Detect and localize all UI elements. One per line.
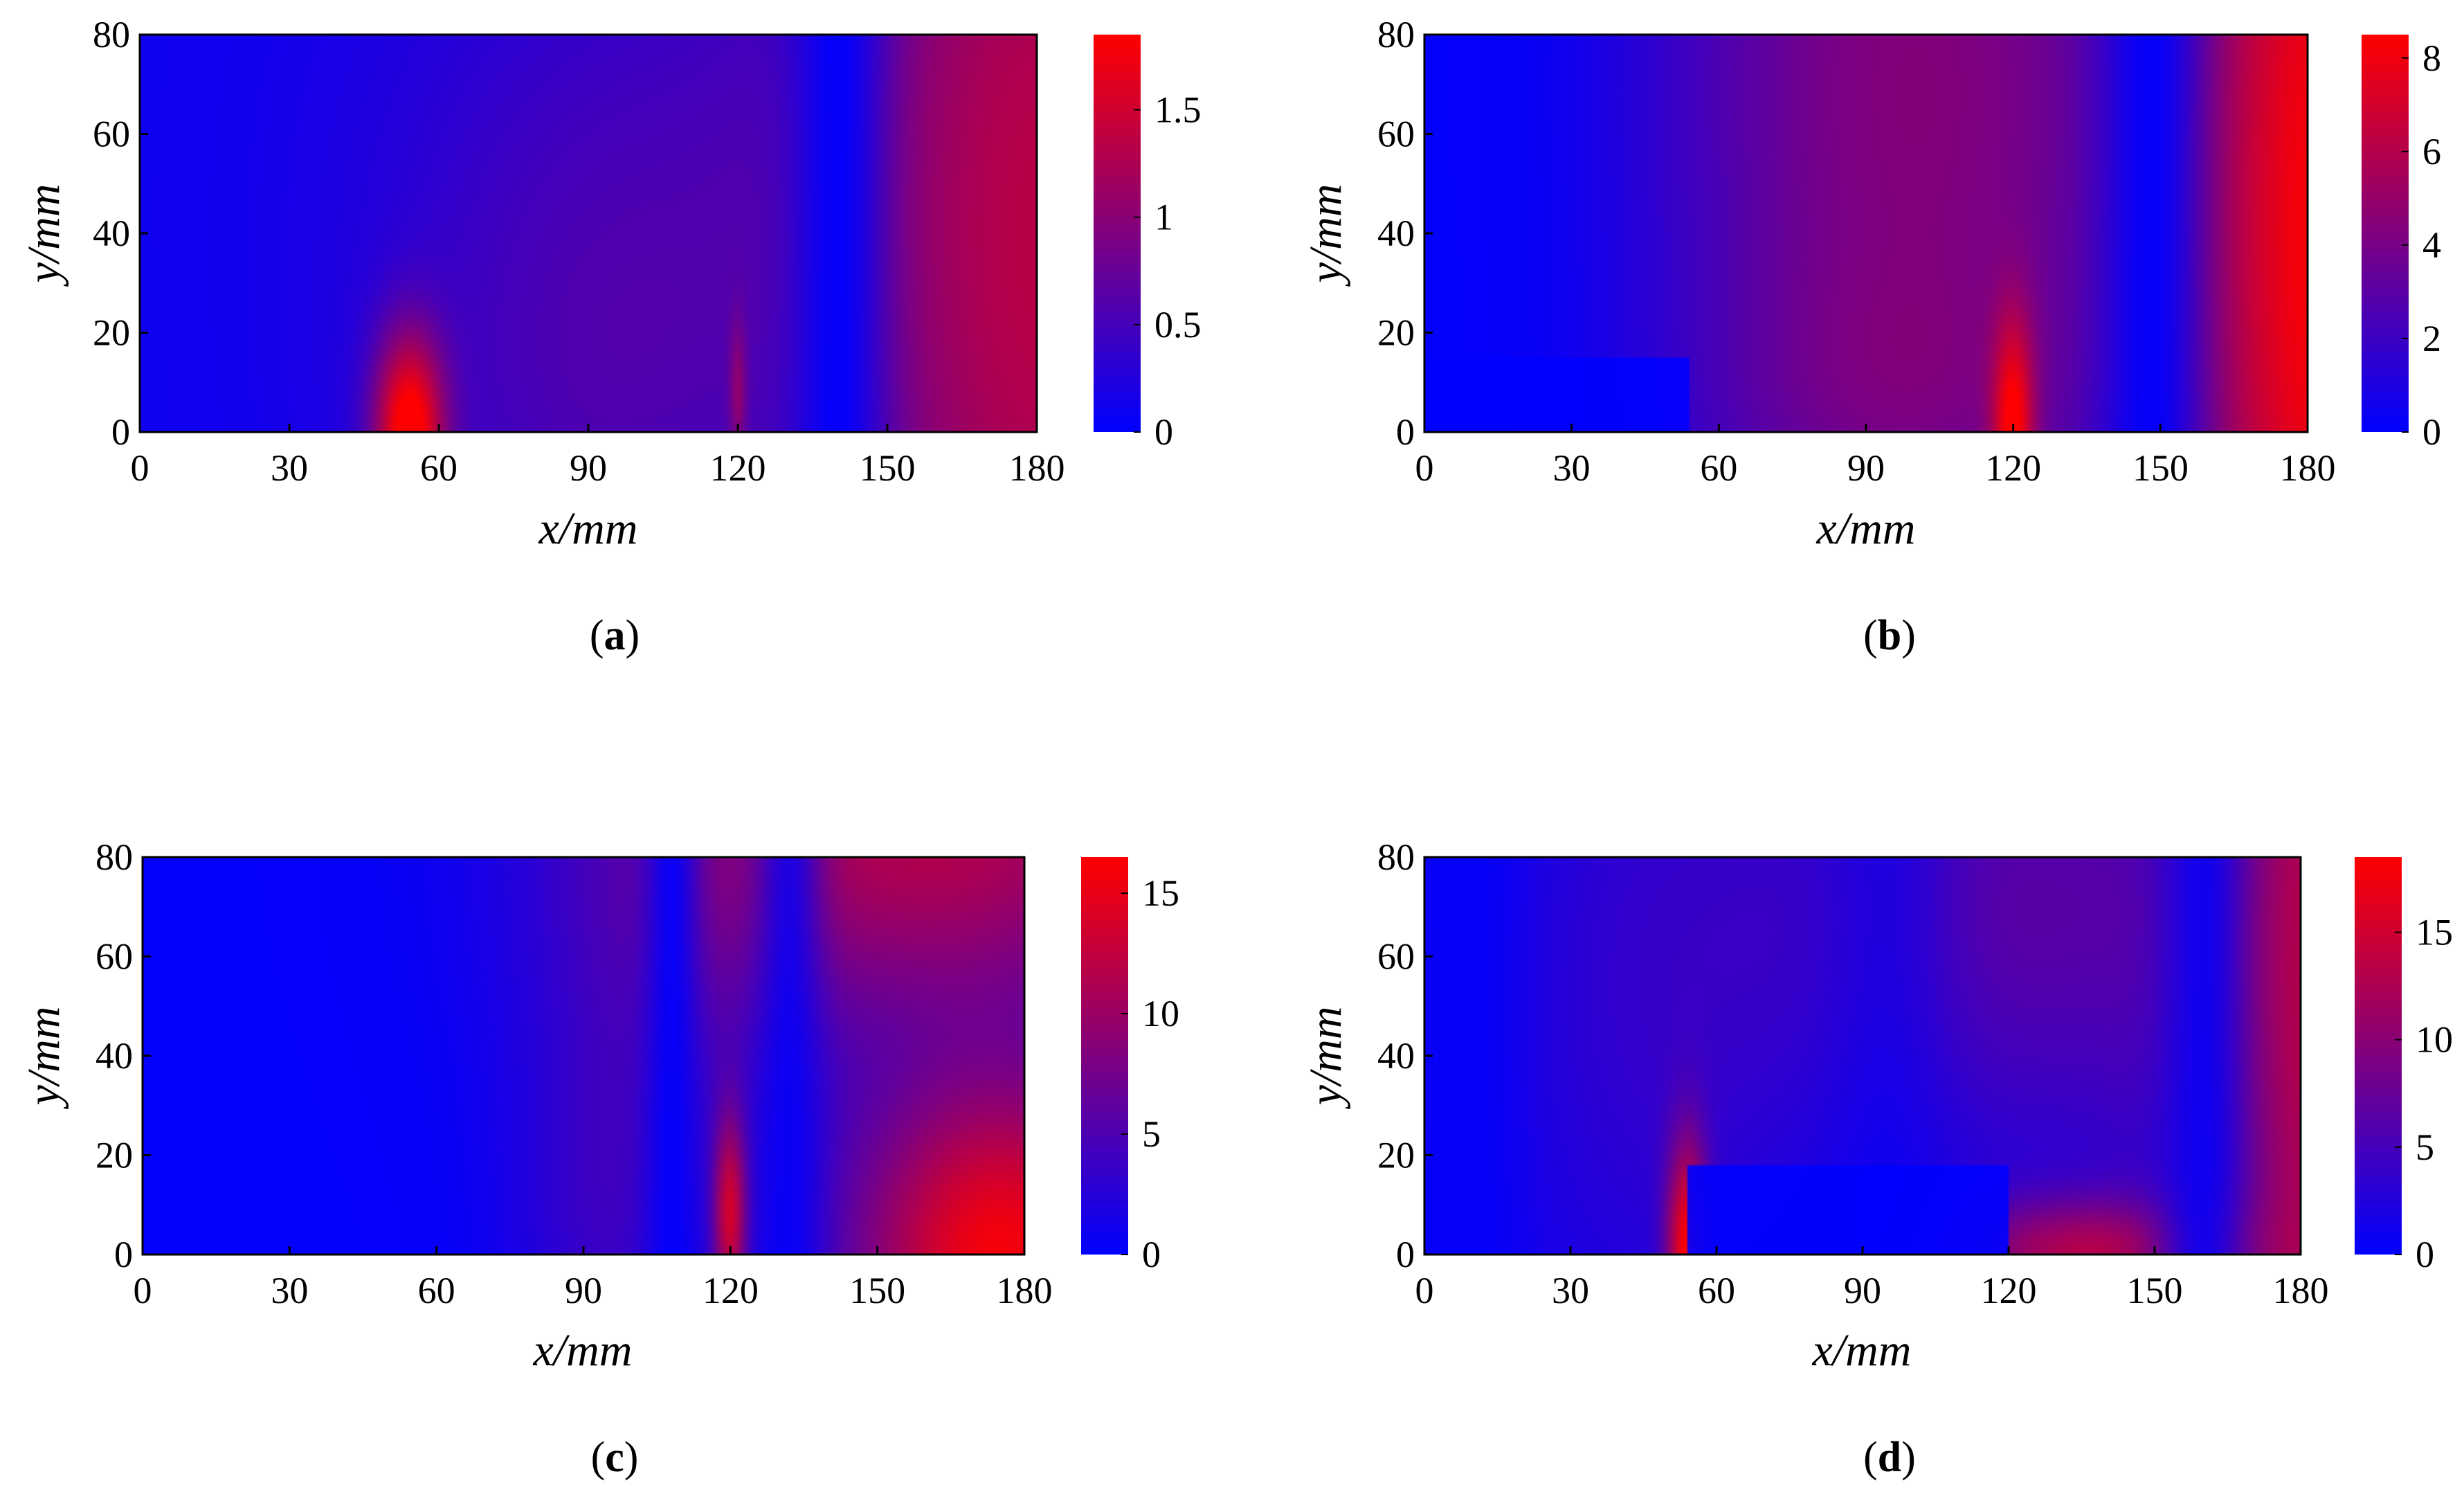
y-tick-label-b: 60 [1377,114,1415,155]
ylabel-d: y/mm [1301,1007,1351,1110]
heatmap-b [1424,35,2308,432]
colorbar-tick-label-a: 0 [1154,411,1173,453]
x-tick-label-c: 90 [565,1270,602,1311]
colorbar-tick-label-b: 8 [2422,37,2441,79]
x-tick-label-a: 30 [271,447,308,489]
colorbar-tick-label-b: 4 [2422,224,2441,266]
y-tick-label-c: 80 [96,836,133,878]
xlabel-a: x/mm [538,503,638,554]
x-tick-label-c: 120 [703,1270,759,1311]
x-tick-label-a: 0 [131,447,150,489]
colorbar-tick-label-d: 15 [2416,912,2453,953]
panel-label-c: (c) [591,1434,639,1481]
x-tick-label-d: 120 [1981,1270,2037,1311]
axis-ticks-c: 0 30 60 90 120 150 180 0 20 40 60 80 [96,836,1053,1311]
x-tick-label-d: 90 [1844,1270,1881,1311]
x-tick-label-b: 120 [1985,447,2041,489]
y-tick-label-a: 60 [93,114,130,155]
y-tick-label-b: 20 [1377,312,1415,354]
xlabel-c: x/mm [533,1325,633,1376]
colorbar-ticks-a: 0 0.5 1 1.5 [1134,89,1202,453]
y-tick-label-d: 0 [1396,1234,1415,1275]
x-tick-label-c: 0 [134,1270,152,1311]
x-tick-label-d: 60 [1698,1270,1735,1311]
colorbar-tick-label-c: 15 [1142,872,1179,914]
colorbar-tick-label-a: 1 [1154,197,1173,238]
x-tick-label-b: 0 [1415,447,1434,489]
y-tick-label-b: 80 [1377,14,1415,55]
y-tick-label-b: 0 [1396,411,1415,453]
axis-ticks-a: 0 30 60 90 120 150 180 0 20 40 60 80 [93,14,1065,489]
colorbar-tick-label-b: 2 [2422,318,2441,359]
colorbar-tick-label-c: 10 [1142,993,1179,1034]
y-tick-label-a: 80 [93,14,130,55]
x-tick-label-a: 180 [1009,447,1065,489]
y-tick-label-a: 0 [111,411,130,453]
x-tick-label-c: 180 [997,1270,1053,1311]
x-tick-label-c: 150 [849,1270,905,1311]
panel-label-b: (b) [1863,612,1916,659]
colorbar-c [1081,857,1128,1255]
axis-ticks-b: 0 30 60 90 120 150 180 0 20 40 60 80 [1377,14,2336,489]
panel-d: 0 30 60 90 120 150 180 0 20 40 60 80 0 5 10 15 x/mm y/… [1301,836,2453,1481]
y-tick-label-c: 20 [96,1135,133,1176]
heatmap-a [140,35,1037,432]
x-tick-label-a: 60 [420,447,458,489]
colorbar-tick-label-c: 5 [1142,1113,1161,1155]
y-tick-label-d: 40 [1377,1035,1415,1077]
heatmap-c [143,857,1024,1255]
x-tick-label-b: 150 [2132,447,2189,489]
colorbar-tick-label-d: 0 [2416,1234,2434,1275]
x-tick-label-b: 90 [1847,447,1885,489]
colorbar-b [2362,35,2409,432]
colorbar-ticks-b: 0 2 4 6 8 [2402,37,2441,453]
x-tick-label-c: 60 [418,1270,455,1311]
colorbar-tick-label-c: 0 [1142,1234,1161,1275]
ylabel-b: y/mm [1301,184,1351,287]
y-tick-label-b: 40 [1377,213,1415,254]
x-tick-label-d: 180 [2273,1270,2329,1311]
colorbar-a [1094,35,1141,432]
x-tick-label-a: 150 [860,447,916,489]
y-tick-label-a: 40 [93,213,130,254]
x-tick-label-d: 0 [1415,1270,1434,1311]
panel-c: 0 30 60 90 120 150 180 0 20 40 60 80 0 5 10 15 x/mm y/… [19,836,1179,1481]
xlabel-b: x/mm [1816,503,1916,554]
y-tick-label-d: 20 [1377,1135,1415,1176]
colorbar-tick-label-a: 0.5 [1154,304,1202,345]
y-tick-label-c: 0 [114,1234,133,1275]
colorbar-ticks-c: 0 5 10 15 [1121,872,1179,1275]
colorbar-tick-label-d: 10 [2416,1019,2453,1061]
panel-label-a: (a) [590,612,640,659]
y-tick-label-d: 60 [1377,936,1415,978]
y-tick-label-a: 20 [93,312,130,354]
heatmap-d [1424,857,2301,1255]
x-tick-label-c: 30 [271,1270,308,1311]
colorbar-tick-label-a: 1.5 [1154,89,1202,131]
x-tick-label-d: 150 [2127,1270,2183,1311]
x-tick-label-b: 60 [1700,447,1737,489]
ylabel-a: y/mm [19,184,69,287]
x-tick-label-b: 30 [1553,447,1591,489]
y-tick-label-c: 40 [96,1035,133,1077]
y-tick-label-d: 80 [1377,836,1415,878]
colorbar-tick-label-b: 6 [2422,131,2441,172]
y-tick-label-c: 60 [96,936,133,978]
ylabel-c: y/mm [19,1007,69,1110]
colorbar-tick-label-b: 0 [2422,411,2441,453]
colorbar-tick-label-d: 5 [2416,1126,2434,1168]
x-tick-label-a: 90 [570,447,607,489]
panel-label-d: (d) [1863,1434,1916,1481]
axis-ticks-d: 0 30 60 90 120 150 180 0 20 40 60 80 [1377,836,2329,1311]
x-tick-label-d: 30 [1552,1270,1589,1311]
panel-b: 0 30 60 90 120 150 180 0 20 40 60 80 0 2 4 6 8 x/mm y/m… [1301,14,2441,659]
colorbar-ticks-d: 0 5 10 15 [2395,912,2453,1275]
x-tick-label-a: 120 [710,447,766,489]
xlabel-d: x/mm [1812,1325,1912,1376]
x-tick-label-b: 180 [2280,447,2336,489]
colorbar-d [2355,857,2402,1255]
